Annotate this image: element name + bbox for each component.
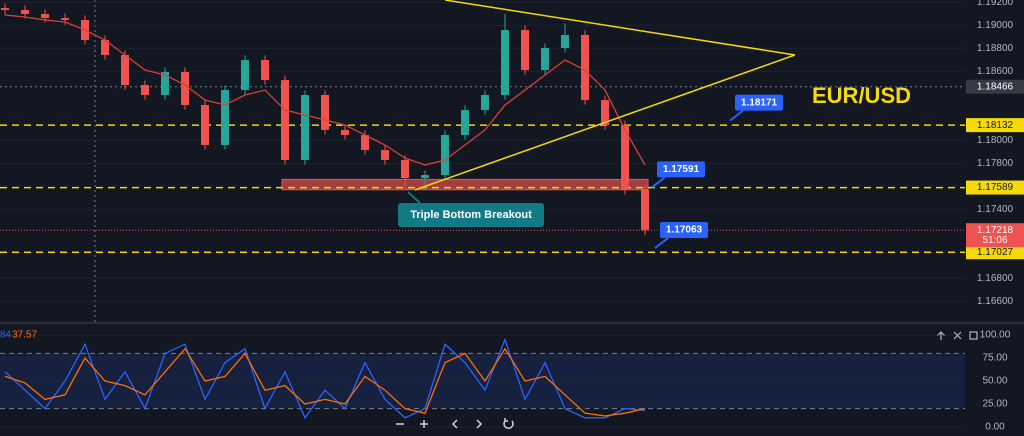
candle-body xyxy=(161,71,169,95)
callout-box xyxy=(657,161,705,178)
last-price-label: 1.17218 xyxy=(977,225,1014,236)
label-box xyxy=(398,203,544,227)
candle-body xyxy=(541,47,549,71)
level-axis-label: 1.18132 xyxy=(977,120,1014,131)
candle-body xyxy=(521,30,529,71)
y-tick-label: 1.18800 xyxy=(977,43,1014,54)
candle-body xyxy=(401,159,409,179)
candle-body xyxy=(501,30,509,95)
level-axis-box xyxy=(966,245,1024,260)
y-tick-label: 1.17400 xyxy=(977,204,1014,215)
candle-body xyxy=(621,125,629,190)
y-tick-label: 1.19000 xyxy=(977,20,1014,31)
oscillator-pane: 100.00 75.00 50.00 25.00 0.00 84 37.57 xyxy=(0,330,1011,433)
move-up-button[interactable] xyxy=(937,331,945,340)
callout-label: 1.17063 xyxy=(666,225,703,236)
y-tick-label: 1.16800 xyxy=(977,273,1014,284)
last-price-box xyxy=(966,223,1024,248)
candle-body xyxy=(341,129,349,136)
candle-body xyxy=(581,34,589,101)
candle-body xyxy=(121,54,129,85)
y-tick-label: 100.00 xyxy=(980,330,1011,341)
callout-box xyxy=(660,222,708,239)
candle-body xyxy=(261,60,269,81)
trendline xyxy=(414,54,796,191)
level-axis-box xyxy=(966,180,1024,195)
callout-label: 1.18171 xyxy=(741,97,778,108)
candle-body xyxy=(641,189,649,231)
level-axis-box xyxy=(966,118,1024,133)
oscillator-line xyxy=(4,337,646,420)
label-pointer xyxy=(407,191,421,204)
callout-box xyxy=(735,94,783,111)
countdown-label: 51:06 xyxy=(982,235,1007,246)
candle-body xyxy=(421,175,429,179)
reset-button[interactable] xyxy=(503,418,514,430)
y-tick-label: 0.00 xyxy=(985,422,1005,433)
candle-body xyxy=(601,100,609,126)
candle-body xyxy=(381,149,389,160)
candle-body xyxy=(321,94,329,130)
candle-body xyxy=(61,18,69,21)
y-tick-label: 1.17800 xyxy=(977,158,1014,169)
candle-body xyxy=(481,94,489,111)
y-tick-label: 75.00 xyxy=(982,353,1007,364)
trendline xyxy=(444,0,796,56)
candle-body xyxy=(41,14,49,19)
legend-value: 37.57 xyxy=(12,330,37,341)
y-tick-label: 1.18000 xyxy=(977,135,1014,146)
moving-average xyxy=(4,14,646,166)
candle-body xyxy=(361,135,369,150)
candle-body xyxy=(301,94,309,160)
candle-body xyxy=(461,110,469,136)
support-label: Triple Bottom Breakout xyxy=(410,209,532,221)
oscillator-line xyxy=(4,347,646,417)
close-button[interactable] xyxy=(953,331,962,340)
candle-body xyxy=(281,80,289,160)
candle-body xyxy=(241,60,249,91)
candle-body xyxy=(1,8,9,11)
maximize-button[interactable] xyxy=(969,331,978,340)
y-tick-label: 1.16600 xyxy=(977,296,1014,307)
support-zone xyxy=(281,178,649,191)
candle-body xyxy=(101,40,109,55)
callout-arrow xyxy=(654,237,669,249)
y-tick-label: 25.00 xyxy=(982,399,1007,410)
candle-body xyxy=(181,71,189,105)
chart-title: EUR/USD xyxy=(812,83,911,108)
y-tick-label: 1.18600 xyxy=(977,66,1014,77)
y-tick-label: 50.00 xyxy=(982,376,1007,387)
price-pane: Triple Bottom Breakout 1.18171 1.17591 1.17… xyxy=(0,0,965,322)
crosshair-label: 1.18466 xyxy=(977,81,1014,92)
zoom-in-button[interactable] xyxy=(420,420,428,428)
price-axis: 1.19200 1.19000 1.18800 1.18600 1.18000 1.178… xyxy=(966,0,1024,307)
y-tick-label: 1.19200 xyxy=(977,0,1014,8)
candle-body xyxy=(441,135,449,176)
callout-arrow xyxy=(651,176,666,189)
legend-value: 84 xyxy=(0,330,12,341)
candle-body xyxy=(561,34,569,48)
scroll-right-button[interactable] xyxy=(476,419,483,429)
candle-body xyxy=(21,10,29,15)
scroll-left-button[interactable] xyxy=(451,419,458,429)
callout-label: 1.17591 xyxy=(663,164,700,175)
toolbar xyxy=(396,418,514,430)
pane-controls xyxy=(937,331,978,340)
callout-arrow xyxy=(729,109,744,122)
crosshair-box xyxy=(966,79,1024,94)
candle-body xyxy=(141,84,149,95)
level-axis-label: 1.17027 xyxy=(977,247,1014,258)
level-axis-label: 1.17589 xyxy=(977,182,1014,193)
candle-body xyxy=(201,104,209,146)
candle-body xyxy=(221,90,229,146)
